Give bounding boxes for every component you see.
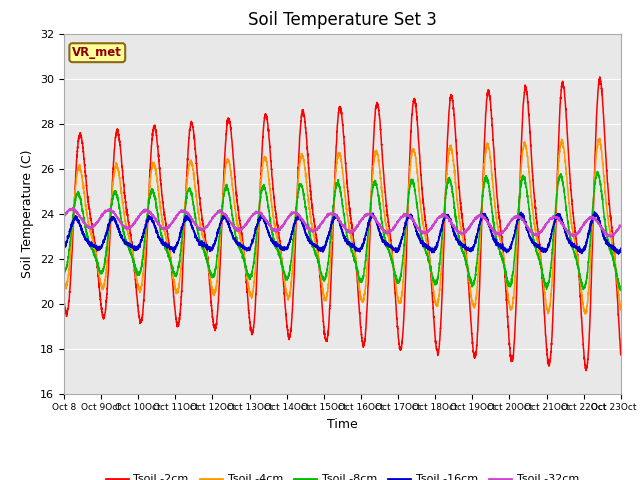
Tsoil -16cm (160, 240, 168, 246)
Tsoil -8cm (436, 253, 444, 259)
Tsoil -8cm (322, 275, 330, 281)
Tsoil -4cm (499, 251, 506, 256)
Tsoil -4cm (160, 228, 168, 234)
Tsoil -8cm (594, 169, 602, 175)
Tsoil -32cm (499, 230, 507, 236)
Tsoil -32cm (607, 234, 614, 240)
Tsoil -2cm (160, 209, 168, 215)
Tsoil -16cm (614, 251, 622, 257)
Line: Tsoil -16cm: Tsoil -16cm (64, 212, 621, 254)
Tsoil -4cm (322, 296, 330, 302)
Y-axis label: Soil Temperature (C): Soil Temperature (C) (22, 149, 35, 278)
Tsoil -8cm (616, 288, 624, 293)
Line: Tsoil -32cm: Tsoil -32cm (64, 207, 621, 237)
Tsoil -8cm (499, 259, 506, 265)
Tsoil -4cm (616, 306, 624, 312)
Tsoil -32cm (69, 204, 77, 210)
Line: Tsoil -8cm: Tsoil -8cm (64, 172, 621, 290)
Tsoil -16cm (436, 231, 444, 237)
Text: VR_met: VR_met (72, 46, 122, 59)
Tsoil -32cm (436, 214, 444, 219)
Tsoil -2cm (60, 298, 68, 304)
Tsoil -4cm (436, 279, 444, 285)
Tsoil -32cm (322, 215, 330, 220)
Tsoil -32cm (161, 226, 168, 231)
Tsoil -4cm (467, 295, 475, 300)
Tsoil -8cm (467, 280, 475, 286)
Tsoil -2cm (596, 74, 604, 80)
Line: Tsoil -2cm: Tsoil -2cm (64, 77, 621, 371)
Tsoil -2cm (499, 243, 506, 249)
Tsoil -32cm (467, 222, 475, 228)
Legend: Tsoil -2cm, Tsoil -4cm, Tsoil -8cm, Tsoil -16cm, Tsoil -32cm: Tsoil -2cm, Tsoil -4cm, Tsoil -8cm, Tsoi… (101, 470, 584, 480)
Tsoil -2cm (582, 368, 590, 373)
Tsoil -16cm (616, 250, 624, 255)
Tsoil -8cm (160, 240, 168, 246)
Line: Tsoil -4cm: Tsoil -4cm (64, 138, 621, 314)
Tsoil -16cm (467, 248, 475, 254)
Tsoil -2cm (322, 337, 330, 343)
Tsoil -2cm (616, 345, 624, 350)
Tsoil -8cm (617, 286, 625, 292)
Tsoil -16cm (499, 244, 506, 250)
Tsoil -2cm (436, 327, 444, 333)
Tsoil -8cm (616, 286, 624, 292)
Tsoil -4cm (60, 280, 68, 286)
Tsoil -32cm (616, 223, 624, 229)
Tsoil -4cm (582, 311, 589, 317)
Tsoil -16cm (617, 245, 625, 251)
Tsoil -32cm (60, 212, 68, 218)
Tsoil -16cm (60, 247, 68, 253)
Tsoil -2cm (467, 321, 475, 327)
Tsoil -32cm (617, 223, 625, 228)
Tsoil -2cm (617, 352, 625, 358)
X-axis label: Time: Time (327, 418, 358, 431)
Tsoil -16cm (591, 209, 598, 215)
Tsoil -16cm (322, 241, 330, 247)
Tsoil -8cm (60, 270, 68, 276)
Tsoil -4cm (617, 307, 625, 312)
Title: Soil Temperature Set 3: Soil Temperature Set 3 (248, 11, 437, 29)
Tsoil -4cm (596, 135, 604, 141)
